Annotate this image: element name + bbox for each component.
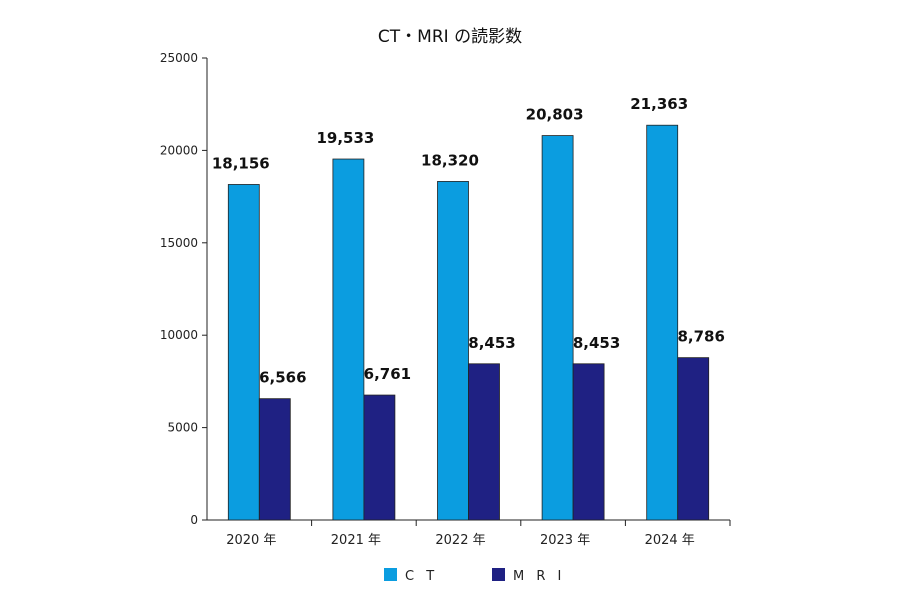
x-tick-label: 2022 年 (435, 533, 485, 548)
data-label-mri: 8,786 (677, 328, 724, 346)
bar-ct (437, 181, 469, 521)
legend: C T M R I (384, 568, 565, 584)
y-tick-label: 5000 (167, 421, 198, 435)
data-label-mri: 8,453 (468, 334, 515, 352)
bar-ct (332, 158, 365, 521)
legend-label-ct: C T (405, 569, 438, 584)
data-label-mri: 6,761 (364, 365, 411, 383)
legend-swatch-mri (492, 568, 505, 581)
data-label-ct: 18,156 (212, 154, 270, 172)
bar-ct (646, 124, 679, 521)
chart-title: CT・MRI の読影数 (378, 27, 522, 47)
bar-mri (363, 394, 396, 521)
data-label-ct: 20,803 (526, 106, 584, 124)
data-label-ct: 18,320 (421, 151, 479, 169)
legend-swatch-ct (384, 568, 397, 581)
x-tick-label: 2023 年 (540, 533, 590, 548)
y-tick-label: 20000 (160, 143, 198, 157)
bar-mri (572, 363, 605, 521)
plot-area: 0 5000 10000 15000 20000 25000 18,156 6,566 2020… (160, 51, 731, 548)
bar-ct (541, 135, 574, 521)
x-tick-label: 2024 年 (645, 533, 695, 548)
bar-ct (227, 184, 260, 521)
y-tick-label: 10000 (160, 328, 198, 342)
data-label-ct: 19,533 (316, 129, 374, 147)
data-label-mri: 6,566 (259, 369, 306, 387)
x-tick-label: 2021 年 (331, 533, 381, 548)
legend-label-mri: M R I (513, 569, 565, 584)
y-tick-label: 25000 (160, 51, 198, 65)
bar-mri (258, 398, 291, 521)
x-tick-label: 2020 年 (226, 533, 276, 548)
data-label-mri: 8,453 (573, 334, 620, 352)
y-tick-label: 15000 (160, 236, 198, 250)
data-label-ct: 21,363 (630, 95, 688, 113)
bar-mri (468, 363, 500, 521)
bar-mri (677, 357, 710, 521)
y-tick-label: 0 (190, 513, 198, 527)
